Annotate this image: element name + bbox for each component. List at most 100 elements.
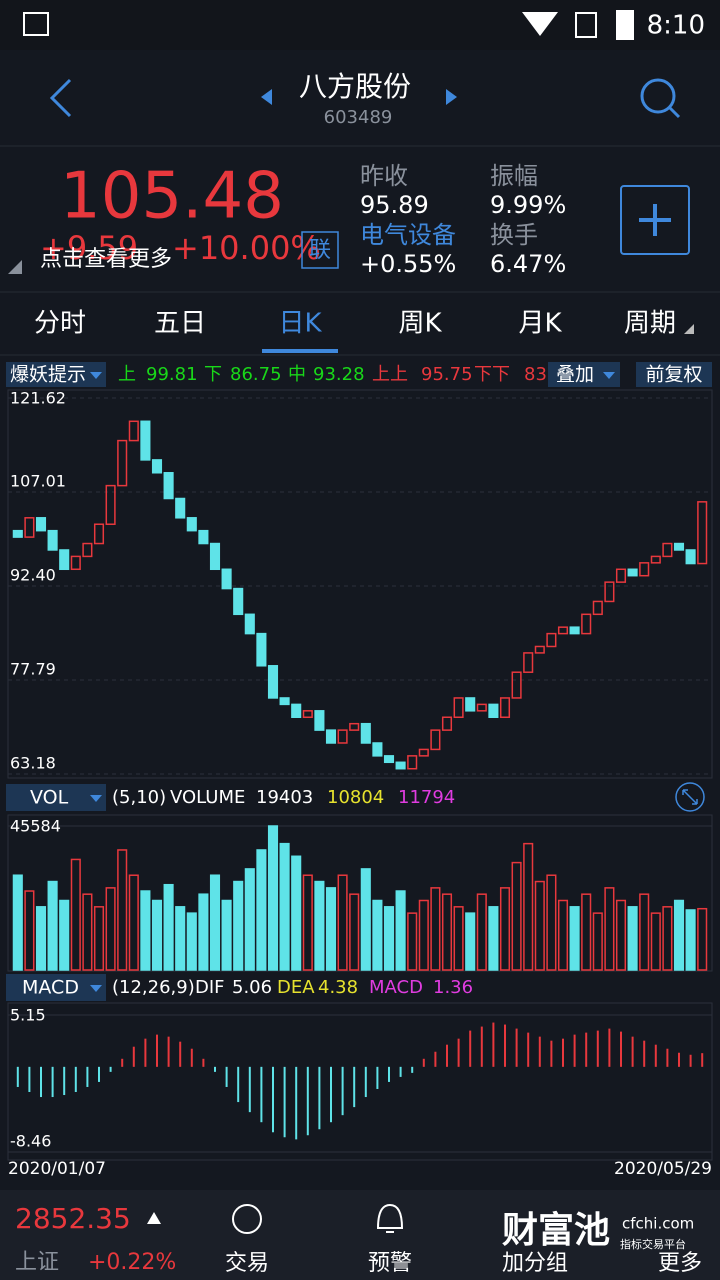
vol-select[interactable] [6,784,106,811]
volume-bar [534,880,545,971]
status-bar [0,0,720,50]
next-stock[interactable] [446,89,457,105]
stock-name: 八方股份 [299,70,411,103]
candle [650,555,661,564]
tab[interactable]: 周期 [624,309,676,339]
volume-bar [24,890,35,971]
stat-label: 昨收 [360,162,408,190]
wifi-icon [522,12,558,36]
candle [569,626,580,635]
macd-params: (12,26,9) [112,977,195,998]
volume-bar [233,880,244,971]
candle [372,742,383,757]
candle [24,517,35,538]
corner-mark [8,260,22,274]
candle [639,562,650,577]
tab[interactable]: 分时 [34,309,86,339]
vol-value: 19403 [256,787,313,808]
volume-bar [488,906,499,971]
candle [35,517,47,532]
candle [430,729,441,751]
indicator-value: 99.81 [146,364,198,385]
nav-item[interactable]: 加分组 [502,1251,568,1276]
volume-bar [441,893,453,971]
nav-item[interactable]: 交易 [225,1251,269,1276]
volume-bar [267,825,279,971]
vol-params: (5,10) [112,787,166,808]
index-value[interactable]: 2852.35 [15,1202,131,1235]
adjust-select[interactable] [636,362,712,387]
more-link[interactable]: 点击查看更多 [40,247,172,272]
macd-label: DEA [277,977,315,998]
link-button[interactable] [301,231,339,269]
adjust-label: 前复权 [645,364,702,386]
volume-bar [476,893,487,971]
candle [673,542,685,551]
volume-bar [407,912,418,971]
expand-button[interactable] [675,782,705,812]
volume-bar [395,890,406,971]
indicator-value: 86.75 [230,364,282,385]
indicator-select[interactable] [6,362,106,387]
indicator-value: 95.75 [421,364,473,385]
candle [140,420,151,461]
last-price: 105.48 [60,160,284,234]
y-tick-label: 5.15 [10,1006,46,1025]
volume-bar [47,880,58,971]
sector-name[interactable]: 电气设备 [360,221,456,249]
candle [488,703,499,719]
y-tick-label: 107.01 [10,472,66,491]
candle [465,697,476,712]
volume-bar [279,842,290,971]
alert-icon [376,1203,404,1233]
volume-bar [82,893,93,971]
volume-bar [12,874,23,971]
tab-corner [684,324,694,334]
stat-value: 95.89 [360,191,429,219]
search-button[interactable] [640,78,676,114]
volume-bar [291,855,302,971]
candle [175,497,186,519]
y-tick-label: 63.18 [10,754,56,773]
volume-bar [337,874,348,971]
candle [82,542,93,558]
candle [12,529,23,538]
volume-bar [186,912,197,971]
candle [557,626,569,635]
add-button[interactable] [620,185,690,255]
volume-bar [70,858,81,971]
candle [418,748,429,757]
candle [662,542,673,558]
index-name: 上证 [15,1250,59,1275]
volume-bar [372,899,383,971]
nav-item[interactable]: 预警 [368,1251,412,1276]
tab[interactable]: 周K [398,309,442,339]
volume-bar [662,906,673,971]
tab[interactable]: 月K [518,309,562,339]
candle [256,632,267,667]
candle [615,568,627,583]
tab-underline [262,349,338,353]
back-button[interactable] [49,78,72,118]
prev-stock[interactable] [261,89,272,105]
volume-bar [93,906,105,971]
candle [592,600,603,616]
vol-ma10: 11794 [398,787,455,808]
candle [302,710,313,719]
plus-icon [639,204,671,236]
sector-change: +0.55% [360,250,456,278]
tab[interactable]: 五日 [154,309,206,339]
volume-bar [35,906,47,971]
volume-bar [163,883,174,971]
volume-bar [105,887,116,971]
candle [511,671,522,699]
volume-bar [314,880,325,971]
tab-active[interactable]: 日K [278,309,322,339]
volume-bar [221,899,232,971]
nav-item[interactable]: 更多 [658,1251,702,1276]
indicator-label: 中 [288,364,306,385]
macd-select[interactable] [6,974,106,1001]
candle [279,697,290,706]
volume-bar [557,899,569,971]
